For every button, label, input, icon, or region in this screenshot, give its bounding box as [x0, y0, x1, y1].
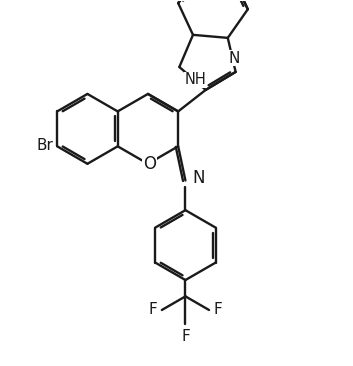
Text: Br: Br: [36, 138, 53, 153]
Text: N: N: [228, 51, 240, 66]
Text: N: N: [192, 169, 205, 187]
Text: O: O: [143, 155, 156, 173]
Text: F: F: [149, 302, 158, 317]
Text: F: F: [213, 302, 222, 317]
Text: F: F: [181, 329, 190, 344]
Text: NH: NH: [185, 72, 207, 87]
